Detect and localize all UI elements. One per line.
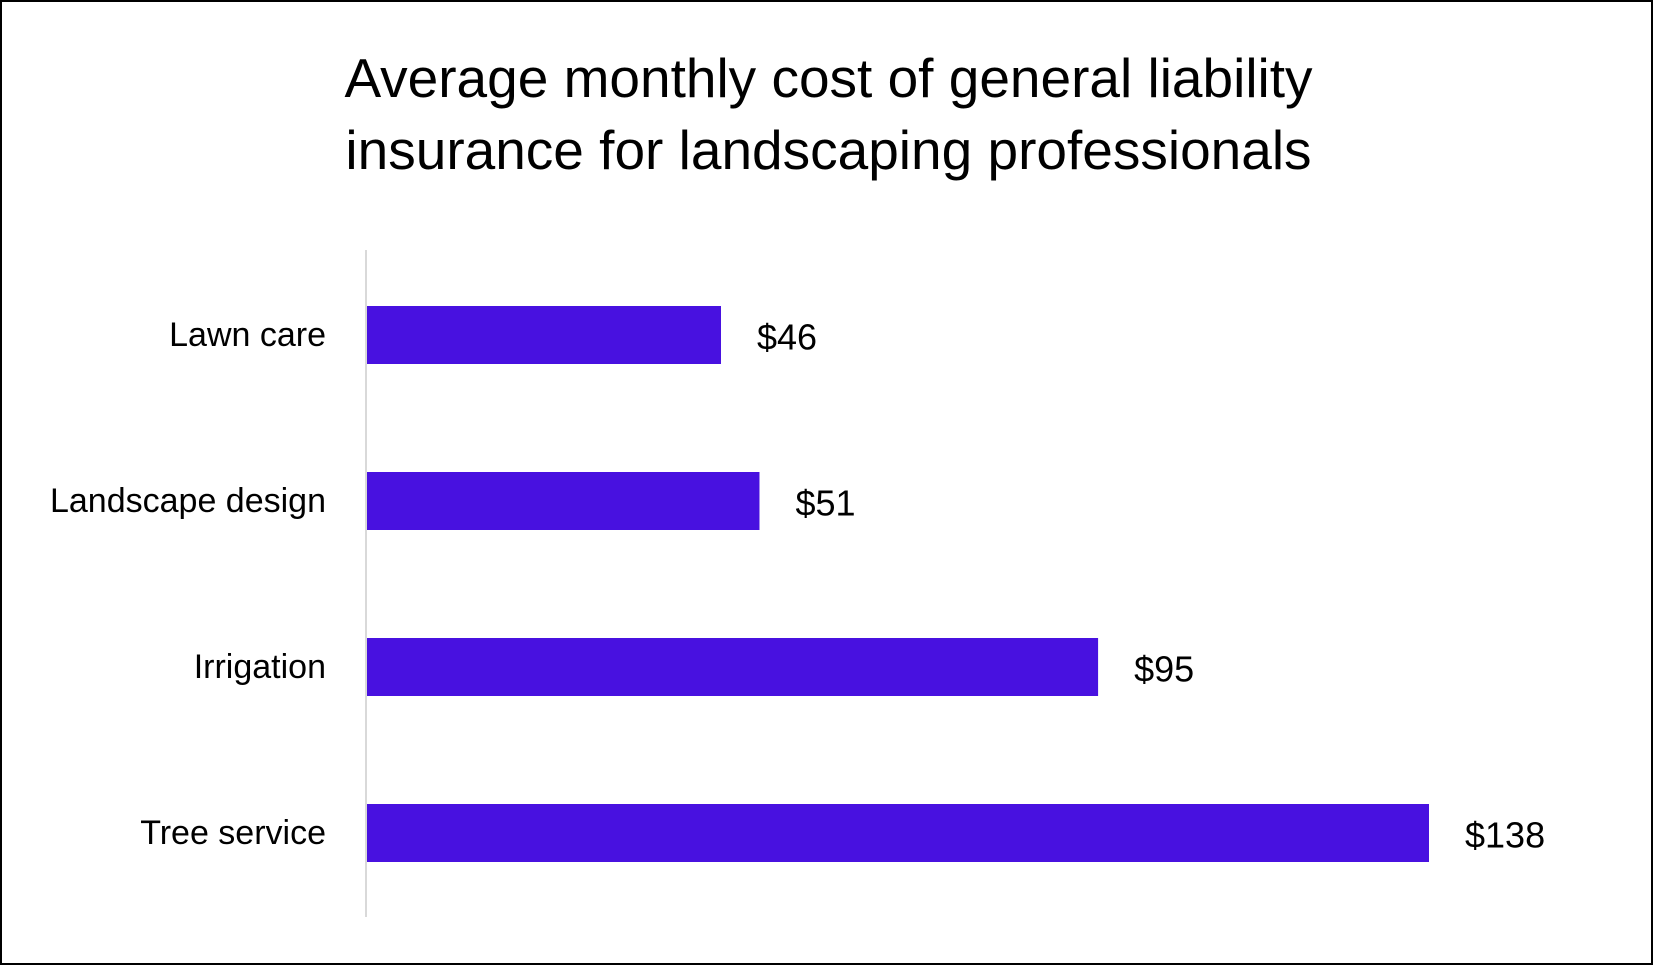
category-label: Tree service xyxy=(140,814,326,852)
data-label: $46 xyxy=(757,317,817,358)
category-label: Landscape design xyxy=(50,482,326,520)
chart-title-line-2: insurance for landscaping professionals xyxy=(345,119,1312,181)
data-label: $138 xyxy=(1465,815,1545,856)
chart-title: Average monthly cost of general liabilit… xyxy=(2,42,1653,186)
bar-lawn-care xyxy=(367,306,721,364)
bar-landscape-design xyxy=(367,472,760,530)
bar-tree-service xyxy=(367,804,1429,862)
category-label: Irrigation xyxy=(194,648,326,686)
bar-irrigation xyxy=(367,638,1099,696)
bars-layer: Lawn care $46 Landscape design $51 Irrigatio… xyxy=(50,306,1545,862)
category-label: Lawn care xyxy=(169,316,326,354)
data-label: $95 xyxy=(1134,649,1194,690)
data-label: $51 xyxy=(795,483,855,524)
chart-title-line-1: Average monthly cost of general liabilit… xyxy=(344,47,1313,109)
